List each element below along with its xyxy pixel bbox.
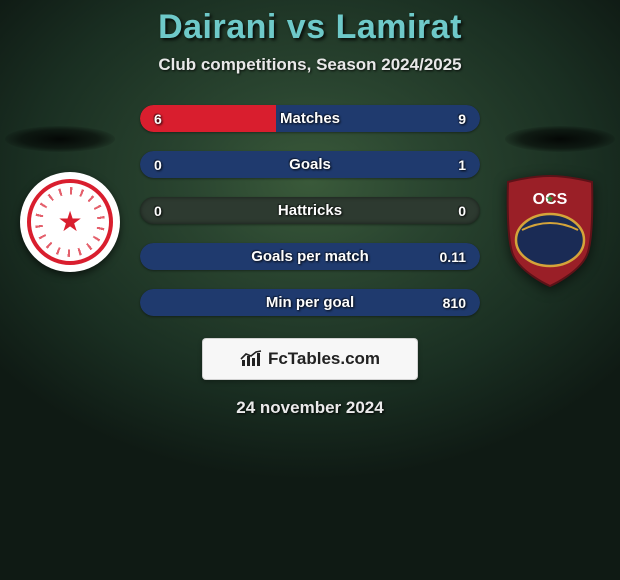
stat-value-right: 0.11 xyxy=(420,249,480,265)
stat-row: 6Matches9 xyxy=(140,105,480,132)
stat-value-left: 0 xyxy=(140,157,200,173)
stat-value-right: 0 xyxy=(420,203,480,219)
stat-value-left: 6 xyxy=(140,111,200,127)
svg-text:★: ★ xyxy=(546,194,555,205)
brand-text: FcTables.com xyxy=(268,349,380,369)
stat-label: Matches xyxy=(200,110,420,127)
stat-value-left: 0 xyxy=(140,203,200,219)
page-title: Dairani vs Lamirat xyxy=(0,8,620,47)
stat-value-right: 9 xyxy=(420,111,480,127)
stat-row: Min per goal810 xyxy=(140,289,480,316)
subtitle: Club competitions, Season 2024/2025 xyxy=(0,55,620,75)
stat-value-right: 1 xyxy=(420,157,480,173)
team-crest-left: ★ xyxy=(20,172,120,272)
stat-value-right: 810 xyxy=(420,295,480,311)
comparison-card: Dairani vs Lamirat Club competitions, Se… xyxy=(0,0,620,418)
stat-row: Goals per match0.11 xyxy=(140,243,480,270)
stat-label: Hattricks xyxy=(200,202,420,219)
stat-label: Goals per match xyxy=(200,248,420,265)
chart-icon xyxy=(240,350,262,368)
brand-card: FcTables.com xyxy=(202,338,418,380)
date-text: 24 november 2024 xyxy=(0,398,620,418)
stat-row: 0Hattricks0 xyxy=(140,197,480,224)
team-crest-right: OCS ★ xyxy=(500,172,600,290)
stat-row: 0Goals1 xyxy=(140,151,480,178)
stat-label: Min per goal xyxy=(200,294,420,311)
stat-label: Goals xyxy=(200,156,420,173)
